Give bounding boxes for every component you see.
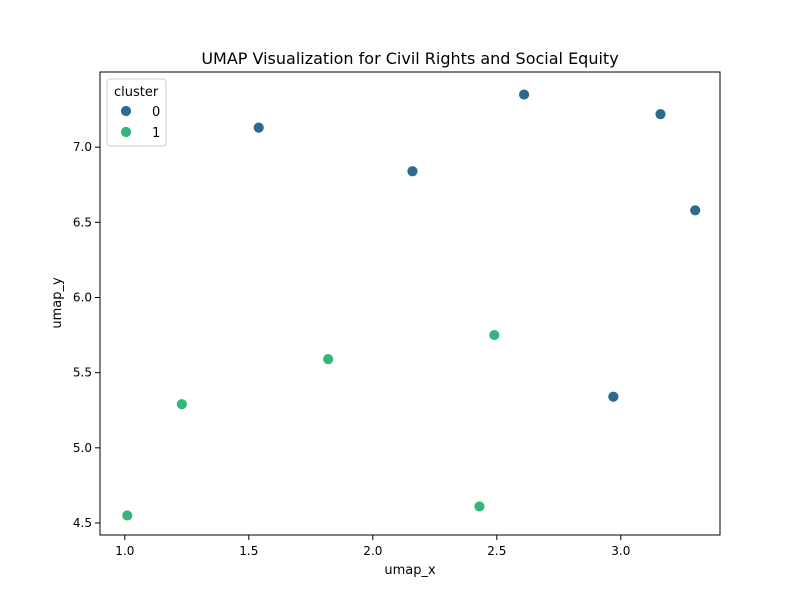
y-tick-label: 7.0	[73, 140, 92, 154]
legend-label-1: 1	[152, 126, 160, 141]
y-tick-label: 4.5	[73, 516, 92, 530]
plot-frame	[99, 71, 721, 536]
data-point-cluster-0	[406, 165, 419, 178]
data-point-cluster-1	[473, 500, 486, 513]
data-point-cluster-1	[322, 353, 335, 366]
y-tick-label: 6.0	[73, 290, 92, 304]
x-tick-label: 2.0	[363, 544, 382, 558]
y-tick-label: 5.0	[73, 441, 92, 455]
data-point-cluster-0	[518, 88, 530, 101]
legend: cluster 0 1	[106, 78, 167, 147]
x-tick-label: 2.5	[487, 544, 506, 558]
data-point-cluster-0	[654, 108, 667, 120]
x-axis-label: umap_x	[384, 563, 436, 578]
x-axis: 1.0 1.5 2.0 2.5 3.0	[115, 535, 630, 558]
legend-label-0: 0	[152, 105, 160, 120]
data-point-cluster-0	[252, 121, 265, 134]
x-tick-label: 1.0	[115, 544, 134, 558]
y-axis: 4.5 5.0 5.5 6.0 6.5 7.0	[73, 140, 100, 530]
legend-title: cluster	[114, 85, 159, 100]
y-tick-label: 6.5	[73, 215, 92, 229]
plot-area	[99, 71, 721, 536]
data-point-cluster-0	[607, 390, 620, 403]
x-tick-label: 1.5	[239, 544, 258, 558]
data-point-cluster-1	[488, 329, 501, 341]
legend-marker-0	[120, 105, 132, 117]
y-tick-label: 5.5	[73, 366, 92, 380]
data-point-cluster-1	[175, 398, 188, 411]
chart-title: UMAP Visualization for Civil Rights and …	[201, 49, 618, 68]
y-axis-label: umap_y	[50, 277, 65, 329]
data-point-cluster-0	[689, 204, 702, 217]
data-point-cluster-1	[121, 509, 134, 522]
data-points	[121, 88, 702, 522]
x-tick-label: 3.0	[611, 544, 630, 558]
legend-marker-1	[120, 126, 132, 138]
